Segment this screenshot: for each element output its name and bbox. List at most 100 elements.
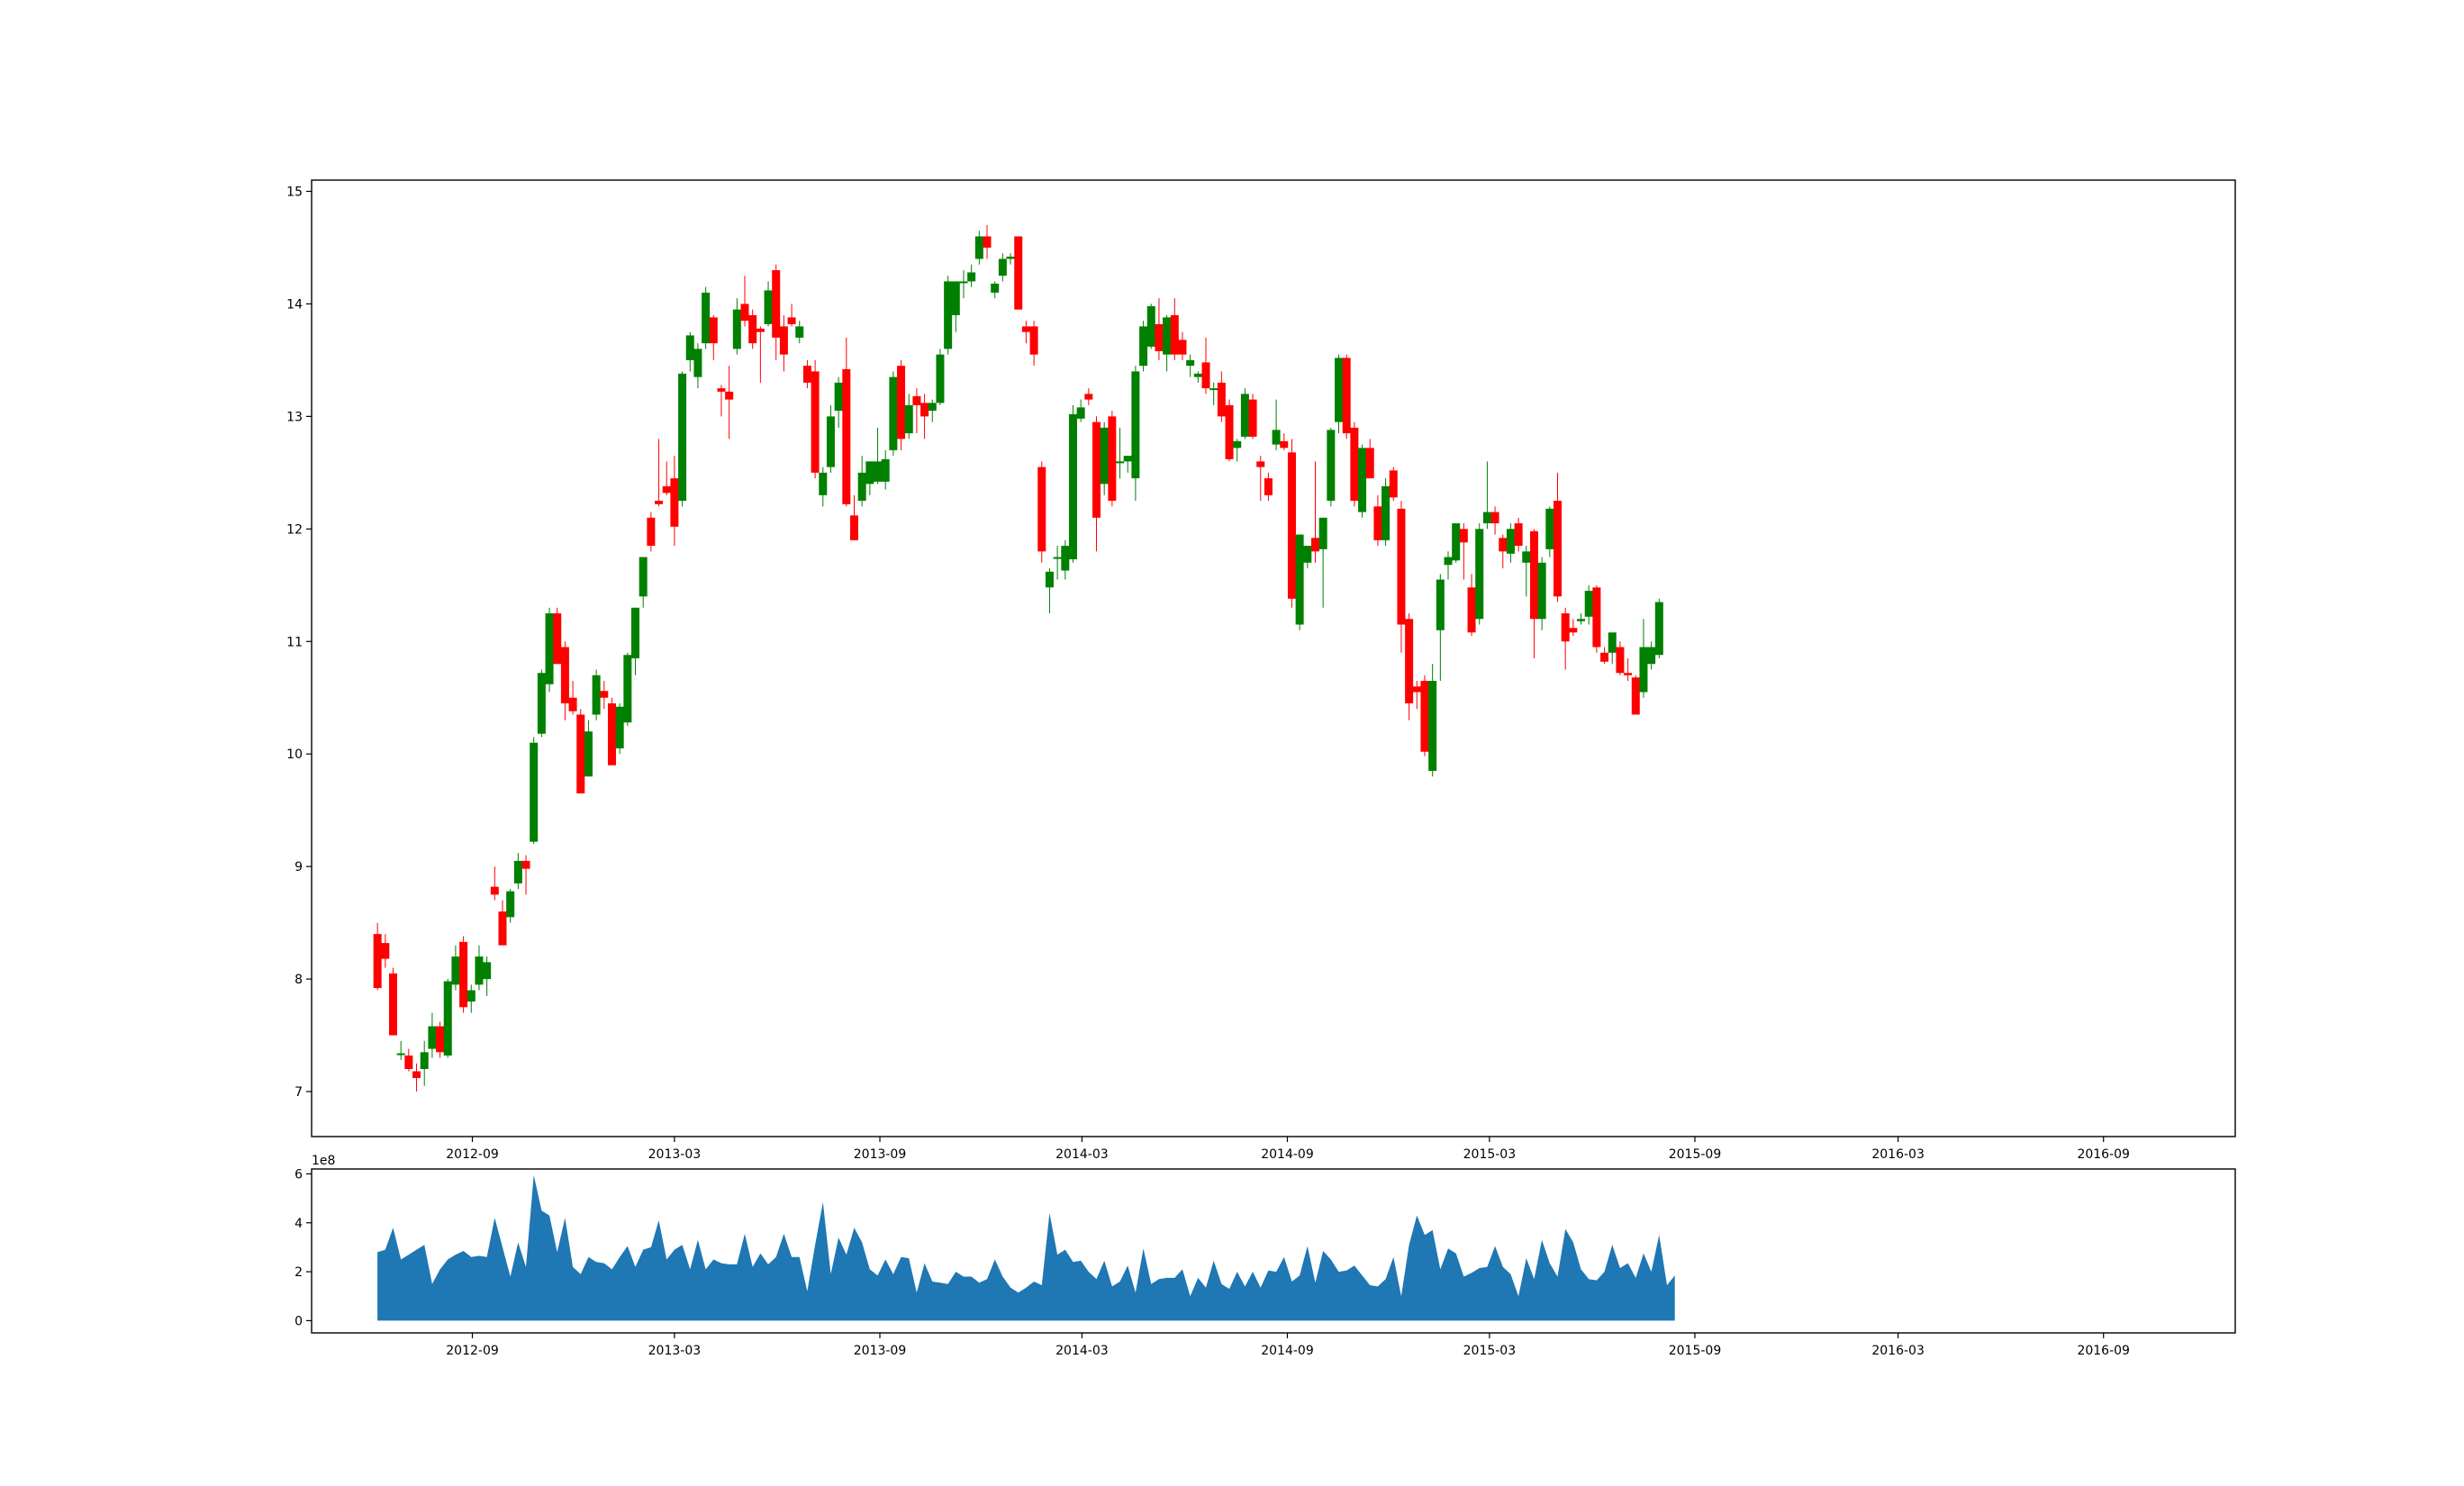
candle-body — [1569, 628, 1578, 633]
candle-body — [1412, 686, 1421, 693]
candle-body — [490, 886, 499, 895]
candle-body — [1295, 534, 1304, 625]
volume-xtick-label: 2012-09 — [446, 1344, 499, 1358]
candle-body — [849, 515, 858, 540]
candle-body — [1272, 430, 1281, 445]
candle-body — [725, 391, 734, 400]
price-ytick-label: 7 — [294, 1085, 303, 1100]
candle-body — [702, 292, 711, 344]
price-xtick-label: 2014-09 — [1261, 1147, 1314, 1162]
candle-body — [748, 314, 757, 344]
candle-body — [1584, 591, 1593, 617]
candle-body — [1021, 326, 1030, 332]
candle-body — [936, 354, 945, 403]
candle-body — [1076, 407, 1085, 419]
price-ytick-label: 14 — [286, 297, 303, 312]
candle-body — [842, 368, 851, 504]
candle-body — [1624, 673, 1633, 675]
candle-body — [717, 388, 726, 392]
candle-body — [991, 283, 1000, 293]
candle-body — [1029, 326, 1038, 355]
candle-body — [1358, 448, 1367, 512]
candle-body — [475, 956, 484, 985]
candle-body — [1577, 619, 1586, 621]
candle-body — [483, 962, 492, 980]
candle-body — [436, 1026, 445, 1053]
candle-body — [1310, 538, 1319, 552]
candle-body — [1350, 427, 1359, 502]
candle-body — [388, 973, 397, 1036]
volume-offset-label: 1e8 — [312, 1154, 335, 1168]
candle-body — [959, 281, 968, 284]
candle-body — [920, 403, 929, 417]
candle-body — [834, 382, 843, 412]
price-ytick-label: 11 — [286, 635, 303, 649]
candle-body — [685, 335, 694, 360]
candle-body — [412, 1071, 421, 1079]
candle-body — [1061, 546, 1070, 571]
candle-body — [655, 501, 664, 504]
price-axes-frame — [311, 179, 2236, 1137]
candle-body — [1335, 358, 1344, 422]
price-xtick-label: 2015-03 — [1463, 1147, 1517, 1162]
candle-body — [545, 613, 554, 684]
price-ytick-label: 13 — [286, 410, 303, 424]
candle-body — [1616, 647, 1625, 674]
candle-body — [1178, 340, 1187, 355]
candle-body — [639, 557, 648, 597]
candle-body — [787, 317, 796, 324]
candle-body — [1193, 373, 1202, 377]
candle-body — [1303, 546, 1312, 563]
candle-body — [615, 706, 624, 748]
candle-body — [1405, 619, 1414, 703]
candle-body — [967, 272, 976, 282]
price-xtick-label: 2014-03 — [1055, 1147, 1109, 1162]
candle-body — [1654, 602, 1663, 656]
candle-body — [1045, 571, 1054, 588]
candle-body — [1014, 236, 1023, 310]
candle-body — [1092, 421, 1101, 518]
candle-body — [1608, 632, 1617, 653]
candle-body — [373, 934, 382, 989]
candle-body — [865, 461, 874, 485]
volume-xtick-label: 2016-09 — [2077, 1344, 2130, 1358]
price-xtick-label: 2013-09 — [854, 1147, 907, 1162]
candle-body — [1037, 467, 1046, 552]
candle-body — [1100, 427, 1109, 485]
candle-body — [983, 236, 992, 248]
candle-body — [819, 472, 828, 495]
candle-body — [1529, 530, 1538, 620]
candle-body — [428, 1026, 437, 1049]
candle-body — [1522, 551, 1531, 563]
candle-body — [607, 702, 616, 766]
candle-body — [537, 673, 546, 734]
candle-body — [1287, 452, 1296, 599]
candle-body — [904, 404, 913, 434]
candle-body — [623, 655, 632, 723]
volume-area-series — [377, 1174, 1675, 1321]
candle-body — [1006, 256, 1015, 259]
candle-body — [1256, 461, 1265, 467]
volume-ytick-label: 4 — [294, 1217, 303, 1231]
volume-xtick-label: 2014-09 — [1261, 1344, 1314, 1358]
candle-body — [1436, 579, 1445, 630]
candle-body — [1248, 399, 1257, 437]
candle-body — [1233, 440, 1242, 449]
candle-body — [553, 613, 562, 665]
candle-body — [1342, 358, 1351, 434]
candle-body — [912, 395, 921, 405]
candle-body — [1365, 448, 1374, 479]
candle-body — [1639, 647, 1648, 693]
price-ytick-label: 10 — [286, 748, 303, 762]
candle-body — [1389, 470, 1398, 498]
candle-body — [1499, 538, 1508, 552]
candle-body — [513, 860, 522, 883]
volume-ytick-label: 2 — [294, 1265, 303, 1280]
candle-body — [1170, 314, 1179, 355]
candle-body — [1139, 326, 1148, 367]
candle-body — [1381, 485, 1391, 540]
price-xtick-label: 2015-09 — [1669, 1147, 1722, 1162]
candle-body — [1053, 557, 1062, 559]
candle-body — [1108, 416, 1117, 502]
candle-body — [1280, 440, 1289, 449]
